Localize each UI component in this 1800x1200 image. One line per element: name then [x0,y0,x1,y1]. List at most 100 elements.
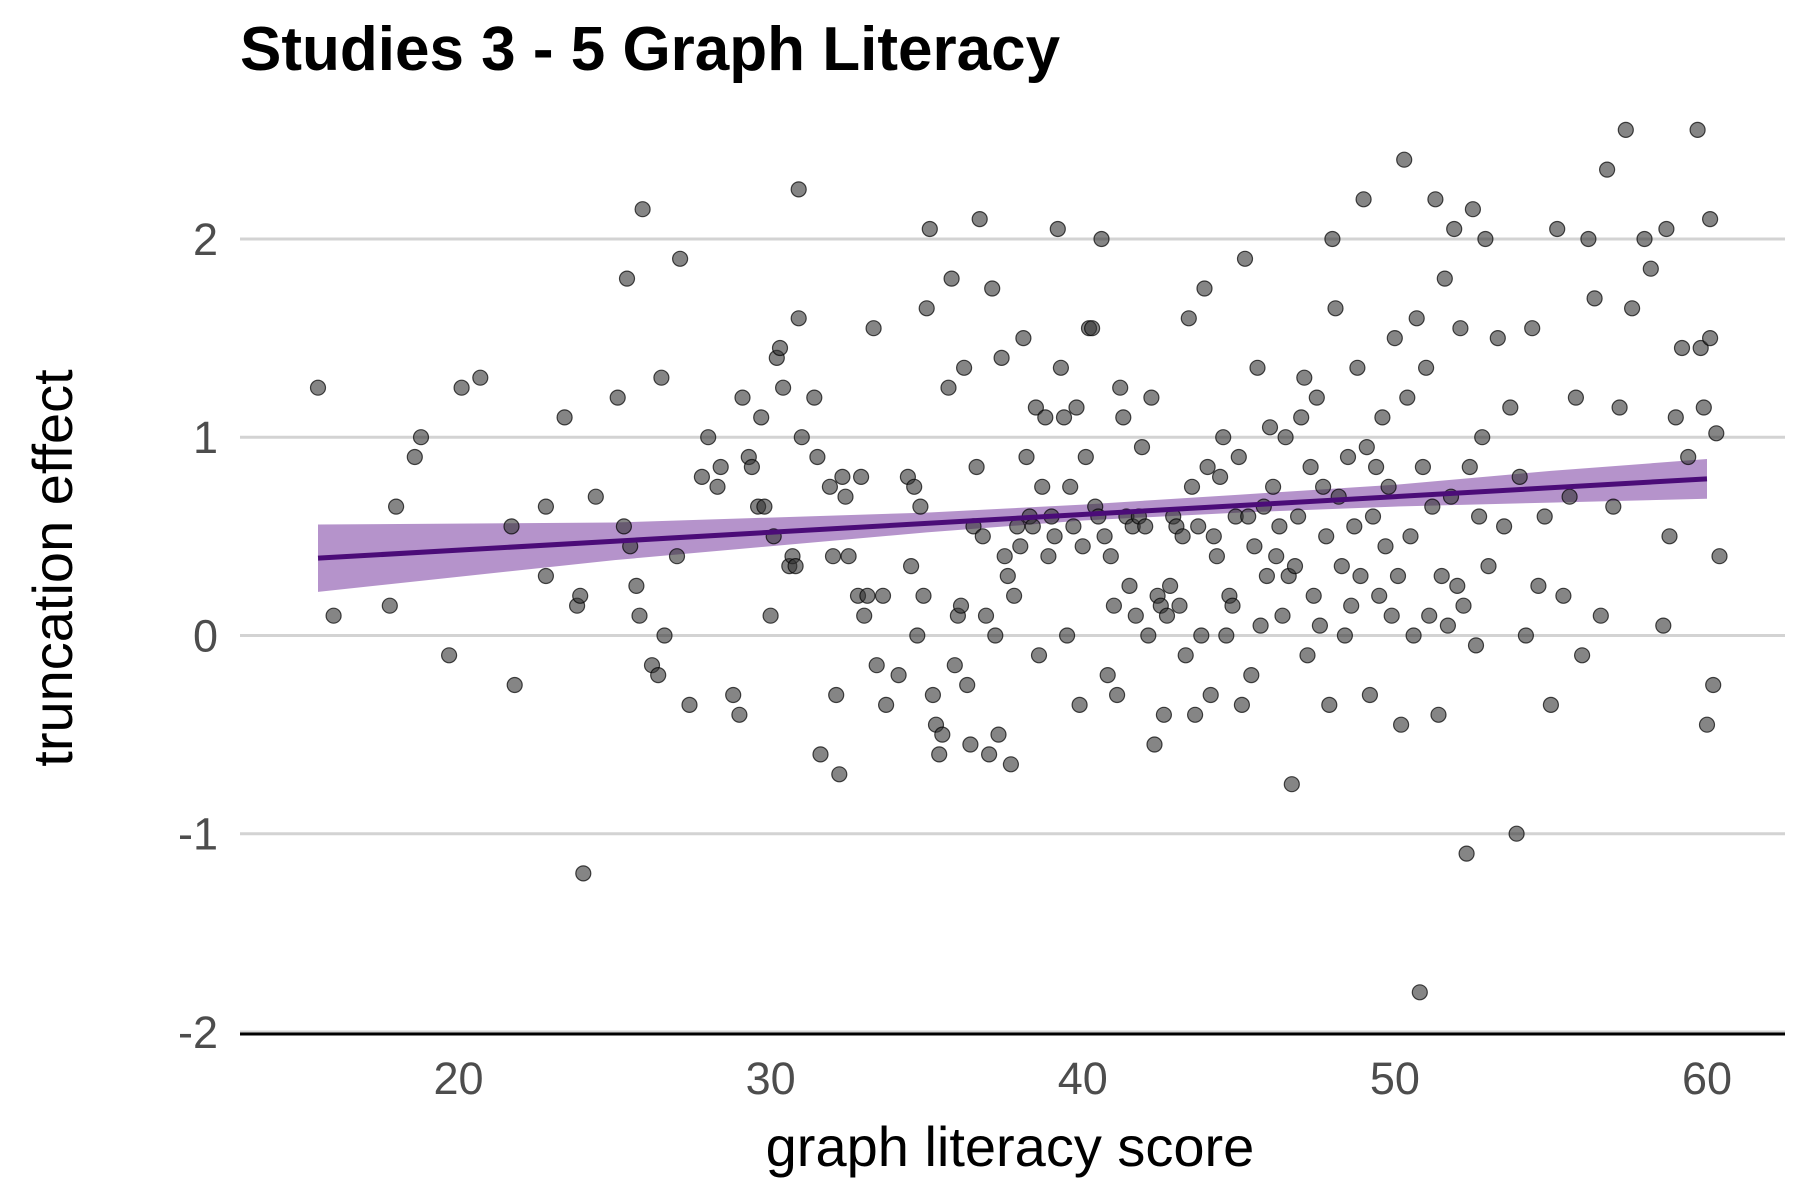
data-point [1074,538,1091,555]
data-point [1052,359,1070,376]
data-point [1268,548,1285,565]
data-point [1636,230,1653,248]
data-point [840,548,857,565]
x-tick-labels: 20 30 40 50 60 [433,1053,1732,1104]
data-point [834,468,851,485]
data-point [812,746,829,763]
data-point [1127,607,1144,624]
data-point [1580,230,1597,248]
data-point [1355,191,1372,208]
data-point [1299,647,1316,664]
data-point [1058,627,1076,644]
data-point [1701,330,1719,347]
data-point [1617,121,1634,138]
data-point [1449,577,1466,595]
data-point [1364,508,1382,525]
data-point [824,548,842,565]
data-point [924,686,942,704]
data-point [1489,330,1506,347]
data-point [325,607,342,624]
data-point [868,657,885,674]
data-point [790,310,807,327]
data-point [1405,627,1422,644]
data-point [996,548,1013,565]
y-tick-label: 1 [193,412,218,463]
data-point [700,429,717,446]
data-point [1158,607,1176,624]
data-point [1018,448,1035,466]
data-point [1417,359,1435,376]
data-point [1171,597,1188,614]
data-point [793,429,810,446]
data-point [877,696,895,714]
data-point [1430,706,1447,723]
data-point [1530,577,1547,595]
data-point [1705,676,1722,694]
data-point [1598,161,1616,178]
data-point [821,478,839,495]
data-point [1318,528,1335,545]
data-point [921,220,938,238]
fit-line [317,476,1708,561]
data-point [1673,339,1691,357]
data-point [1708,425,1725,442]
data-point [734,389,751,406]
y-tick-label: 2 [193,214,218,265]
data-point [1314,478,1332,495]
data-point [1240,508,1257,525]
data-point [406,448,423,466]
data-point [1077,448,1094,466]
data-point [1477,230,1494,248]
data-point [1371,587,1388,604]
x-tick-label: 40 [1058,1053,1108,1104]
data-point [1311,617,1329,634]
data-point [909,627,926,644]
data-point [756,498,773,515]
data-point [1458,845,1475,862]
data-point [615,518,633,535]
data-point [1642,260,1659,277]
data-point [609,389,626,406]
data-point [974,528,991,545]
data-point [837,488,854,505]
data-point [472,369,489,386]
data-point [650,666,667,684]
data-point [999,567,1016,585]
data-point [709,478,726,495]
data-point [1133,439,1151,456]
data-point [1115,409,1132,426]
data-point [1137,518,1154,535]
data-point [1249,359,1266,376]
data-point [1396,151,1413,168]
data-point [656,627,673,644]
data-point [890,666,907,684]
data-point [1015,330,1032,347]
y-tick-label: -2 [178,1007,218,1058]
data-point [1549,220,1566,238]
data-point [971,211,988,228]
data-point [1611,399,1628,416]
data-point [1321,696,1338,714]
data-point [1386,330,1403,347]
data-point [381,597,398,614]
data-point [790,181,807,198]
data-point [1283,776,1300,793]
data-point [1143,389,1160,406]
y-tick-label: -1 [178,809,218,860]
data-point [762,607,779,624]
data-point [1099,666,1116,684]
data-point [1174,528,1191,545]
data-point [1380,478,1397,495]
data-point [918,300,935,317]
data-points [309,121,1728,1001]
data-point [856,607,873,624]
data-point [1343,597,1360,614]
data-point [1108,686,1126,704]
data-point [959,676,976,694]
data-point [1555,587,1572,604]
data-point [1424,498,1441,515]
data-point [1305,587,1322,604]
data-point [628,577,645,595]
data-point [1068,399,1085,416]
data-point [980,746,998,763]
